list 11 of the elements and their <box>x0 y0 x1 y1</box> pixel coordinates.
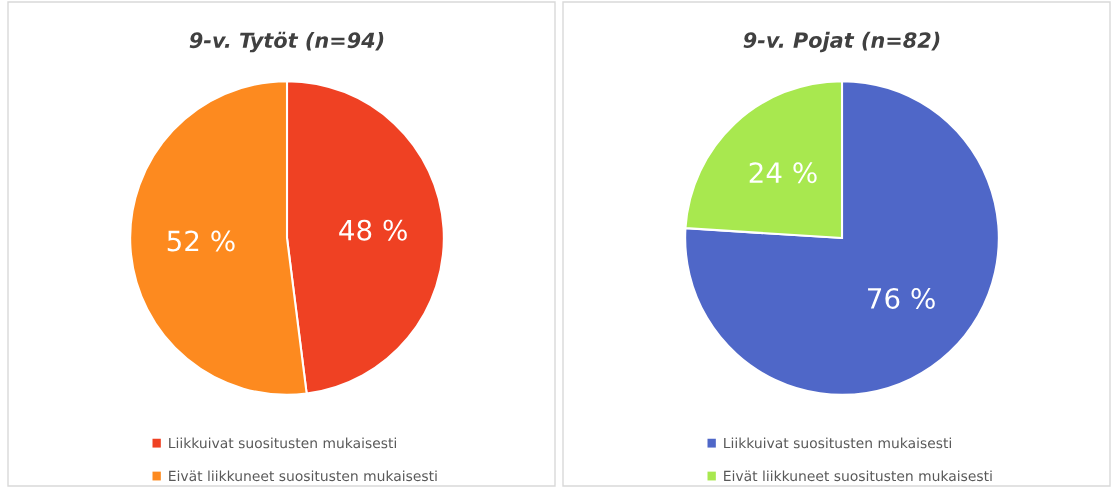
legend-label: Liikkuivat suositusten mukaisesti <box>169 437 396 449</box>
data-label: 24 % <box>749 162 817 184</box>
data-label: 48 % <box>339 219 407 241</box>
chart-title: 9-v. Tytöt (n=94) <box>189 31 384 53</box>
legend-label: Liikkuivat suositusten mukaisesti <box>724 437 951 449</box>
chart-title: 9-v. Pojat (n=82) <box>743 31 940 53</box>
legend-label: Eivät liikkuneet suositusten mukaisesti <box>724 470 992 482</box>
pie-slice <box>684 80 1000 396</box>
legend-label: Eivät liikkuneet suositusten mukaisesti <box>169 470 437 482</box>
data-label: 76 % <box>868 287 935 309</box>
data-label: 52 % <box>167 230 235 252</box>
